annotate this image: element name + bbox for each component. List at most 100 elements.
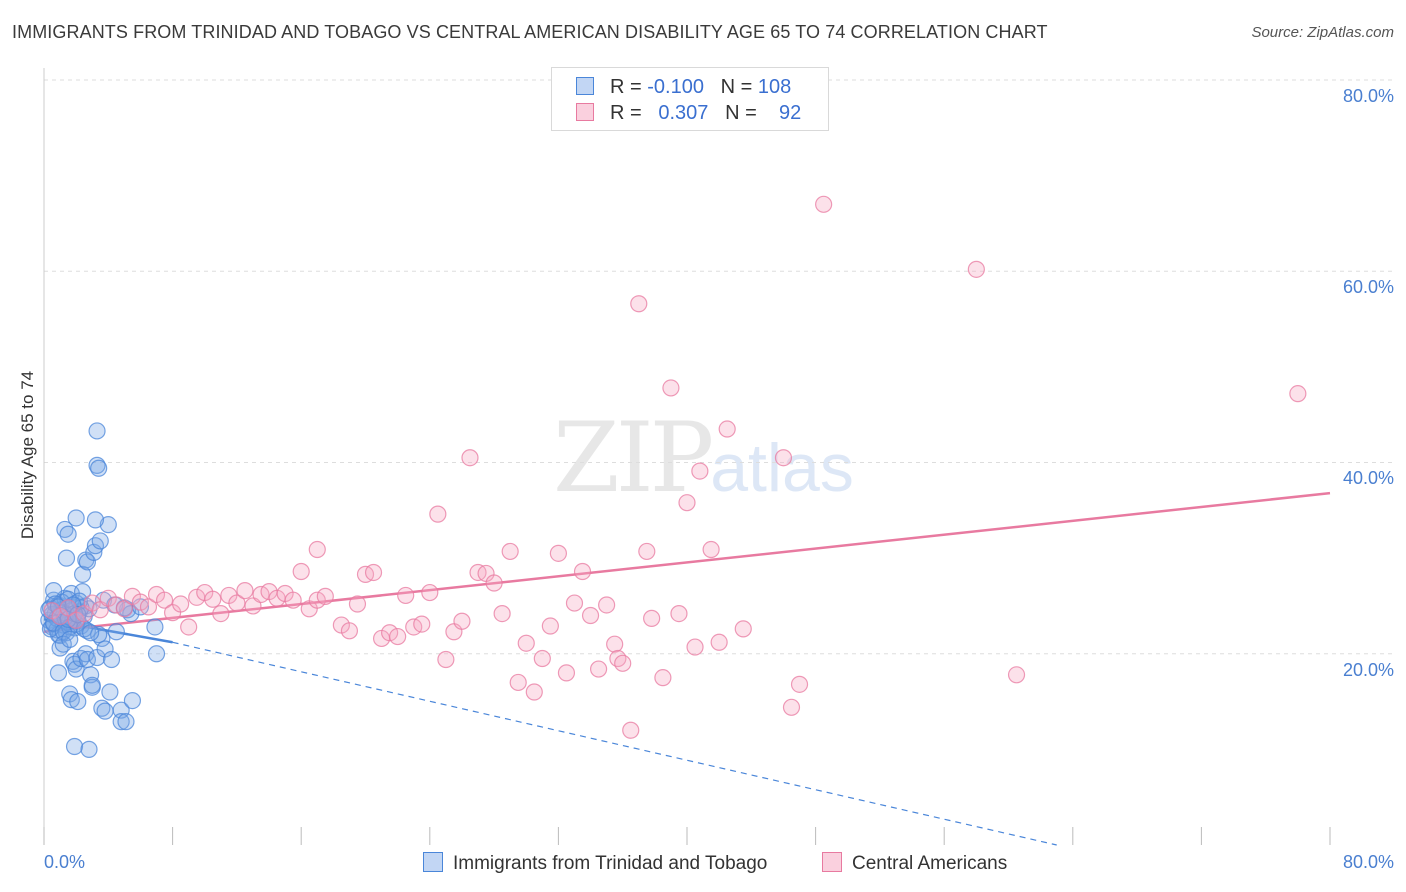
data-point [1007,666,1026,684]
data-point [308,591,326,609]
data-point [69,692,87,711]
data-point [662,379,680,397]
bottom-legend-label-blue: Immigrants from Trinidad and Tobago [453,853,768,874]
data-point [686,638,704,656]
data-point [93,699,111,717]
data-point [381,624,399,642]
data-point [57,549,76,567]
data-point [172,595,190,613]
source-label: Source: ZipAtlas.com [1251,24,1394,41]
data-point [453,612,471,630]
data-point [59,525,77,543]
data-point [131,593,150,611]
data-point [91,532,109,550]
x-tick-label-0: 0.0% [44,852,86,872]
watermark-atlas: atlas [710,430,854,506]
data-point [485,574,503,592]
data-point [790,675,809,693]
data-point [86,537,105,555]
data-point [88,422,106,440]
data-point [348,595,367,613]
legend-n-value: 92 [779,102,802,124]
data-point [718,420,736,438]
data-point [734,620,752,638]
legend-n-label: N = [725,102,763,124]
legend-swatch-blue [576,77,594,95]
legend-n-value: 108 [757,76,792,98]
data-point [678,494,696,512]
data-point [86,511,105,529]
data-point [65,737,84,756]
data-point [598,596,616,614]
data-point [115,600,133,618]
data-point [501,542,519,561]
data-point [96,702,114,720]
data-points [40,195,1307,758]
data-point [782,698,801,716]
data-point [670,604,688,623]
data-point [67,509,85,527]
data-point [340,622,359,640]
data-point [622,721,640,739]
bottom-legend-swatch-pink [822,852,842,872]
data-point [774,449,793,467]
data-point [421,583,439,602]
y-tick-label-60: 60.0% [1342,277,1394,297]
data-point [364,563,383,582]
y-tick-label-40: 40.0% [1342,468,1394,488]
data-point [56,520,74,539]
data-point [573,562,592,581]
data-point [61,630,79,649]
data-point [88,456,106,474]
data-point [102,650,121,669]
data-point [147,645,166,663]
data-point [139,598,158,616]
data-point [155,591,174,609]
data-point [565,594,584,612]
data-point [589,660,608,678]
data-point [107,596,125,614]
data-point [541,617,559,635]
data-point [517,634,535,652]
legend-r-label: R = [610,76,648,98]
data-point [83,676,101,694]
data-point [67,660,85,678]
x-tick-label-80: 80.0% [1342,852,1394,872]
data-point [815,195,833,213]
data-point [461,449,479,467]
data-point [437,650,455,669]
data-point [82,624,100,642]
bottom-legend-label-pink: Central Americans [852,853,1008,874]
bottom-legend-blue: Immigrants from Trinidad and Tobago [423,852,767,875]
data-point [493,604,511,623]
data-point [702,540,720,559]
legend-r-label: R = [610,102,648,124]
legend-r-value: -0.100 [647,76,704,98]
data-point [316,587,334,605]
data-point [710,633,728,651]
data-point [180,618,198,636]
data-point [107,623,125,641]
legend-n-label: N = [720,76,758,98]
data-point [581,606,600,625]
y-tick-label-80: 80.0% [1342,86,1394,106]
chart-title: IMMIGRANTS FROM TRINIDAD AND TOBAGO VS C… [12,22,1048,42]
bottom-legend-pink: Central Americans [822,852,1007,875]
watermark-zip: ZIP [553,402,714,514]
legend-swatch-pink [576,103,594,121]
watermark: ZIPatlas [553,402,854,514]
data-point [643,609,661,627]
y-axis-label: Disability Age 65 to 74 [18,370,37,540]
data-point [78,553,97,571]
axes [43,68,1331,845]
data-point [212,604,230,623]
data-point [204,590,222,608]
data-point [413,615,431,633]
data-point [509,673,527,692]
data-point [533,649,551,668]
data-point [638,542,656,561]
legend-r-value: 0.307 [658,102,709,124]
grid-lines [44,79,1392,655]
data-point [614,654,632,672]
